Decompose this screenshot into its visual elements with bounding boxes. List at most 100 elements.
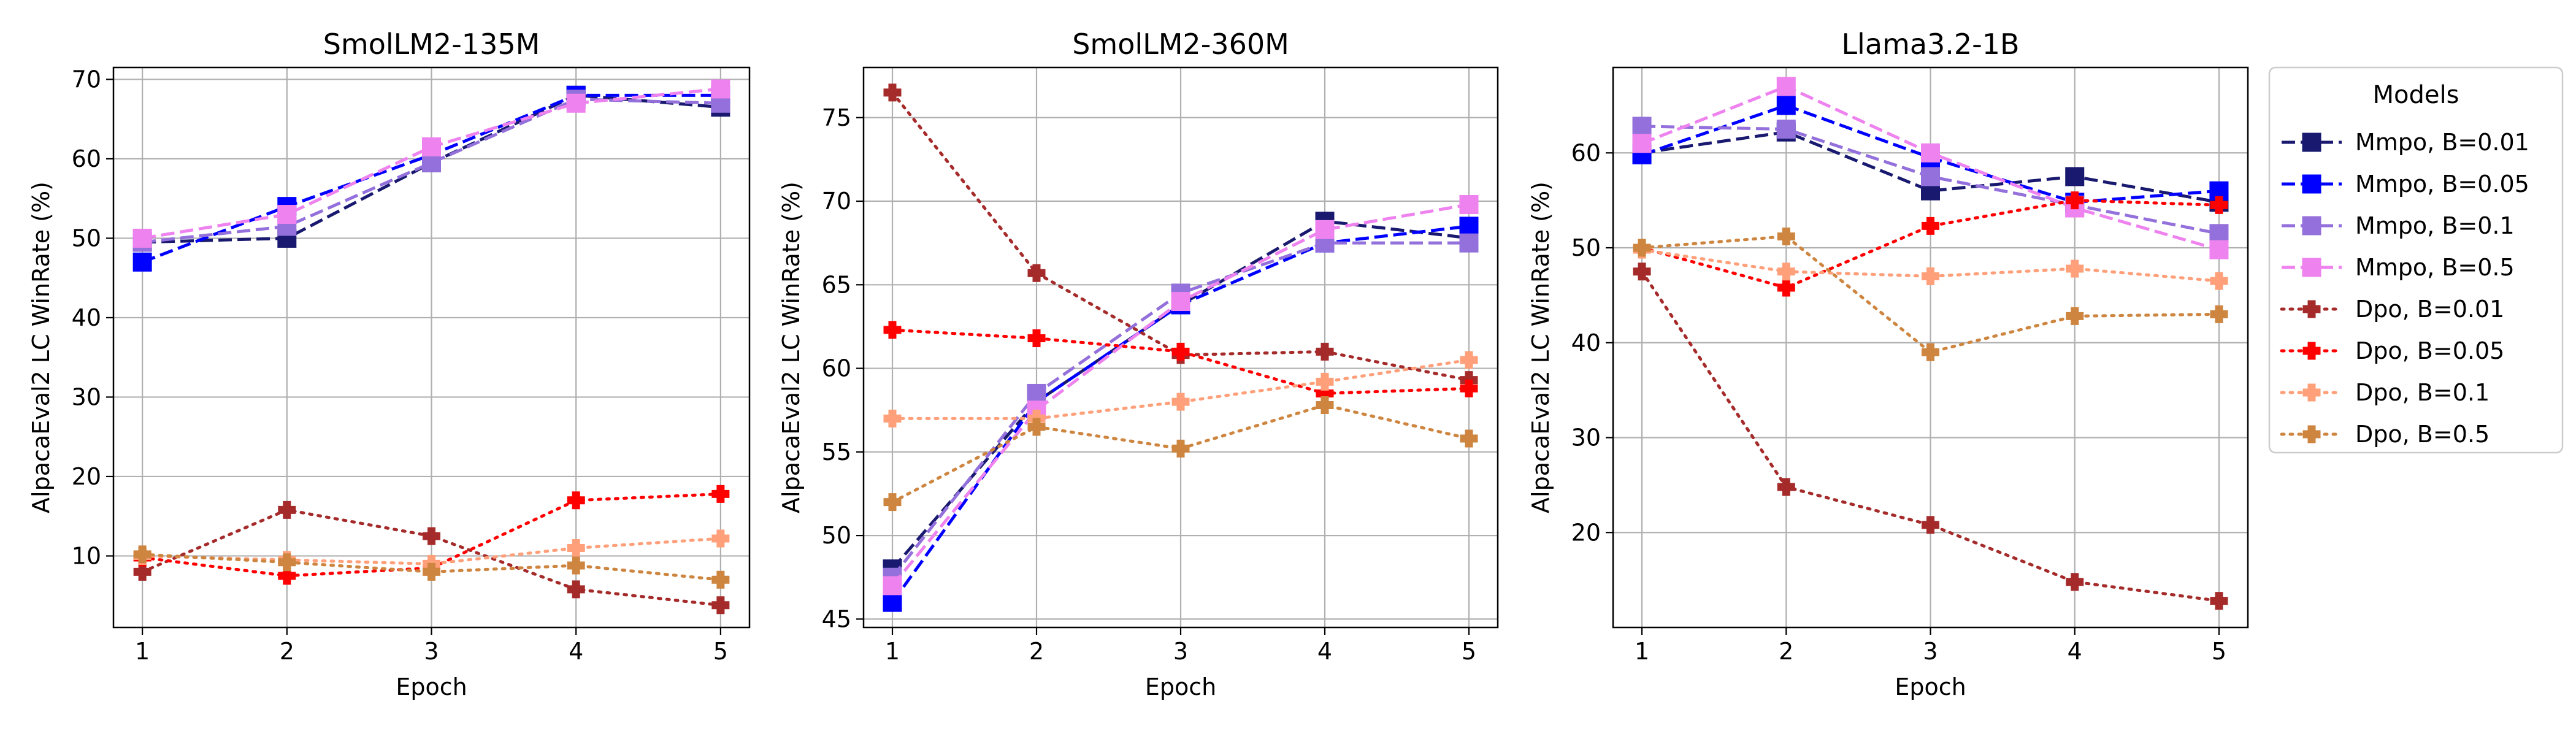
data-point-mmpo-b-0-5 (1776, 77, 1796, 96)
data-point-mmpo-b-0-1 (2209, 224, 2229, 243)
data-point-dpo-b-0-05 (1460, 379, 1478, 397)
data-point-mmpo-b-0-5 (277, 205, 297, 224)
legend-swatch-marker (2302, 132, 2321, 152)
data-point-mmpo-b-0-5 (1459, 194, 1479, 214)
data-point-dpo-b-0-01 (1633, 263, 1651, 281)
legend-label: Dpo, B=0.1 (2355, 379, 2490, 406)
data-point-dpo-b-0-01 (133, 562, 151, 581)
legend-swatch-marker (2302, 300, 2321, 318)
series-dpo-b-0-01 (133, 500, 730, 615)
data-point-dpo-b-0-05 (883, 321, 902, 339)
data-point-dpo-b-0-1 (567, 539, 585, 557)
data-point-mmpo-b-0-5 (711, 79, 730, 99)
x-tick-label: 2 (1029, 638, 1044, 665)
legend-box (2268, 66, 2564, 454)
x-tick-label: 1 (885, 638, 900, 665)
chart-panel-3: 1 2 3 4 5 20 30 40 50 60 Llama3.2-1B Epoch AlpacaEva… (1527, 28, 2249, 700)
chart-panel-2: 1 2 3 4 545505560657075SmolLM2-360MEpochAlpa… (778, 28, 1499, 700)
data-point-mmpo-b-0-1 (1776, 120, 1796, 139)
x-tick-label: 3 (1923, 638, 1938, 665)
y-tick-label: 10 (72, 542, 101, 569)
legend-item-mmpo-b-0-01: Mmpo, B=0.01 (2282, 129, 2529, 156)
legend-swatch-marker (2302, 425, 2321, 443)
x-tick-label: 5 (1462, 638, 1476, 665)
data-point-mmpo-b-0-01 (2065, 167, 2085, 186)
legend-item-mmpo-b-0-05: Mmpo, B=0.05 (2282, 171, 2529, 197)
data-point-dpo-b-0-5 (133, 545, 151, 564)
data-point-dpo-b-0-5 (1922, 343, 1939, 361)
data-point-dpo-b-0-01 (883, 83, 902, 102)
legend-label: Mmpo, B=0.01 (2355, 129, 2529, 156)
x-axis-label: Epoch (1895, 673, 1966, 700)
x-tick-label: 3 (424, 638, 439, 665)
y-axis-label: AlpacaEval2 LC WinRate (%) (28, 182, 55, 513)
data-point-dpo-b-0-01 (423, 527, 440, 545)
data-point-mmpo-b-0-1 (1459, 233, 1479, 253)
data-point-mmpo-b-0-5 (1632, 134, 1652, 153)
y-tick-label: 65 (822, 271, 851, 298)
data-point-dpo-b-0-5 (2210, 305, 2228, 323)
y-tick-label: 50 (1571, 234, 1601, 261)
data-point-dpo-b-0-05 (1027, 329, 1046, 348)
data-point-dpo-b-0-5 (1027, 418, 1046, 436)
data-point-mmpo-b-0-05 (883, 592, 902, 612)
legend-item-dpo-b-0-05: Dpo, B=0.05 (2280, 337, 2504, 364)
series-mmpo-b-0-5 (132, 79, 730, 248)
legend-title: Models (2373, 81, 2459, 109)
data-point-dpo-b-0-1 (2210, 272, 2228, 290)
data-point-dpo-b-0-5 (2066, 307, 2084, 325)
series-line-dpo-b-0-1 (1640, 248, 2221, 283)
data-point-mmpo-b-0-5 (1921, 143, 1940, 163)
series-mmpo-b-0-5 (883, 194, 1479, 596)
data-point-dpo-b-0-05 (2066, 191, 2084, 210)
data-point-dpo-b-0-05 (2210, 196, 2228, 214)
series-dpo-b-0-01 (1633, 263, 2228, 610)
x-tick-label: 4 (2068, 638, 2082, 665)
data-point-dpo-b-0-1 (1316, 372, 1334, 391)
y-tick-label: 60 (1571, 139, 1601, 166)
legend-swatch-marker (2302, 174, 2321, 194)
data-point-dpo-b-0-1 (1777, 263, 1795, 281)
x-tick-label: 3 (1173, 638, 1188, 665)
data-point-dpo-b-0-01 (1777, 478, 1795, 496)
legend-item-mmpo-b-0-1: Mmpo, B=0.1 (2282, 212, 2515, 239)
data-point-mmpo-b-0-1 (422, 153, 441, 172)
data-point-dpo-b-0-1 (711, 529, 730, 548)
data-point-mmpo-b-0-1 (1632, 117, 1652, 136)
series-line-dpo-b-0-5 (140, 553, 723, 581)
data-point-mmpo-b-0-5 (1171, 292, 1190, 312)
y-axis-label: AlpacaEval2 LC WinRate (%) (778, 182, 805, 513)
series-mmpo-b-0-1 (1632, 117, 2229, 243)
legend-label: Mmpo, B=0.5 (2355, 254, 2515, 281)
series-line-dpo-b-0-1 (891, 358, 1471, 420)
legend-item-dpo-b-0-1: Dpo, B=0.1 (2280, 379, 2490, 406)
data-point-dpo-b-0-5 (423, 562, 440, 581)
data-point-dpo-b-0-5 (1316, 396, 1334, 415)
legend-swatch-marker (2302, 216, 2321, 236)
data-point-dpo-b-0-01 (2066, 573, 2084, 591)
data-point-dpo-b-0-5 (711, 570, 730, 589)
data-point-dpo-b-0-05 (711, 485, 730, 503)
y-tick-label: 50 (822, 522, 851, 549)
y-tick-label: 30 (1571, 424, 1601, 451)
data-point-dpo-b-0-1 (2066, 259, 2084, 278)
legend-item-mmpo-b-0-5: Mmpo, B=0.5 (2282, 254, 2515, 281)
data-point-mmpo-b-0-05 (1776, 96, 1796, 115)
legend-label: Mmpo, B=0.05 (2355, 171, 2529, 197)
series-line-dpo-b-0-05 (891, 328, 1471, 395)
series-line-mmpo-b-0-01 (1641, 130, 2220, 204)
data-point-dpo-b-0-05 (278, 567, 296, 585)
x-tick-label: 2 (280, 638, 294, 665)
y-tick-label: 70 (72, 66, 101, 93)
x-tick-label: 5 (2212, 638, 2226, 665)
y-tick-label: 40 (72, 304, 101, 331)
y-tick-label: 60 (822, 355, 851, 382)
data-point-dpo-b-0-01 (1922, 516, 1939, 534)
y-axis-label: AlpacaEval2 LC WinRate (%) (1527, 182, 1554, 513)
data-point-dpo-b-0-01 (1316, 342, 1334, 361)
data-point-dpo-b-0-5 (1633, 239, 1651, 257)
data-point-dpo-b-0-5 (567, 556, 585, 575)
y-tick-label: 40 (1571, 329, 1601, 356)
data-point-dpo-b-0-1 (883, 409, 902, 427)
legend-item-dpo-b-0-01: Dpo, B=0.01 (2280, 296, 2504, 323)
